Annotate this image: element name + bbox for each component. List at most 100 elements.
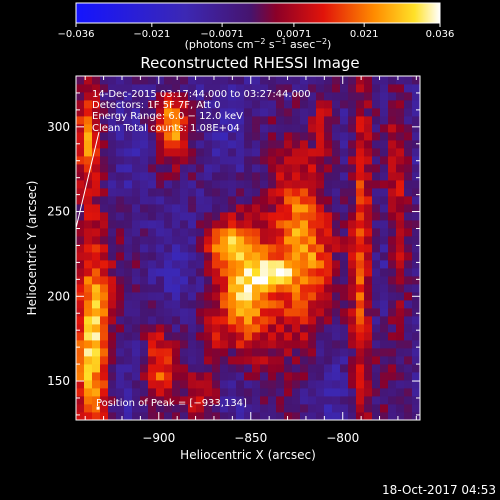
heatmap-cell [284,180,293,189]
heatmap-cell [76,148,85,157]
heatmap-cell [196,124,205,133]
heatmap-cell [252,140,261,149]
heatmap-cell [348,236,357,245]
heatmap-cell [340,364,349,373]
heatmap-cell [276,76,285,85]
heatmap-cell [228,252,237,261]
heatmap-cell [244,348,253,357]
heatmap-cell [164,228,173,237]
heatmap-cell [188,380,197,389]
heatmap-cell [412,324,420,333]
heatmap-cell [372,260,381,269]
heatmap-cell [340,332,349,341]
heatmap-cell [92,180,101,189]
heatmap-cell [372,356,381,365]
x-tick-label: −850 [234,431,267,445]
heatmap-cell [180,228,189,237]
heatmap-cell [276,100,285,109]
heatmap-cell [164,124,173,133]
heatmap-cell [236,148,245,157]
heatmap-cell [284,188,293,197]
heatmap-cell [236,180,245,189]
heatmap-cell [124,172,133,181]
heatmap-cell [300,196,309,205]
heatmap-cell [308,140,317,149]
heatmap-cell [92,124,101,133]
y-tick-label: 300 [47,120,70,134]
heatmap-cell [140,388,149,397]
heatmap-cell [140,316,149,325]
heatmap-cell [156,196,165,205]
heatmap-cell [164,268,173,277]
heatmap-cell [100,412,109,420]
heatmap-cell [164,260,173,269]
heatmap-cell [204,212,213,221]
heatmap-cell [308,316,317,325]
heatmap-cell [388,220,397,229]
heatmap-cell [220,108,229,117]
heatmap-cell [220,140,229,149]
heatmap-cell [348,404,357,413]
heatmap-cell [84,388,93,397]
heatmap-cell [388,292,397,301]
heatmap-cell [148,284,157,293]
heatmap-cell [268,172,277,181]
heatmap-cell [340,220,349,229]
heatmap-cell [396,348,405,357]
heatmap-cell [308,396,317,405]
heatmap-cell [204,76,213,85]
heatmap-cell [316,108,325,117]
heatmap-cell [156,372,165,381]
heatmap-cell [300,204,309,213]
heatmap-cell [100,92,109,101]
heatmap-cell [284,164,293,173]
heatmap-cell [76,124,85,133]
heatmap-cell [148,76,157,85]
heatmap-cell [308,92,317,101]
heatmap-cell [76,228,85,237]
annotation-block: 14-Dec-2015 03:17:44.000 to 03:27:44.000… [92,89,311,134]
heatmap-cell [412,180,420,189]
heatmap-cell [188,124,197,133]
heatmap-cell [84,132,93,141]
heatmap-cell [116,116,125,125]
heatmap-cell [76,316,85,325]
heatmap-cell [380,100,389,109]
heatmap-cell [116,108,125,117]
heatmap-cell [100,348,109,357]
heatmap-cell [228,356,237,365]
heatmap-cell [156,316,165,325]
y-tick-label: 200 [47,289,70,303]
heatmap-cell [396,340,405,349]
heatmap-cell [132,132,141,141]
heatmap-cell [300,316,309,325]
heatmap-cell [172,172,181,181]
heatmap-cell [140,332,149,341]
heatmap-cell [116,164,125,173]
heatmap-cell [380,228,389,237]
heatmap-cell [116,308,125,317]
heatmap-cell [196,100,205,109]
heatmap-cell [380,244,389,253]
heatmap-cell [412,396,420,405]
heatmap-cell [124,340,133,349]
heatmap-cell [404,308,413,317]
heatmap-cell [172,116,181,125]
heatmap-cell [292,212,301,221]
heatmap-cell [356,100,365,109]
x-tick-label: −800 [326,431,359,445]
heatmap-cell [172,76,181,85]
heatmap-cell [164,388,173,397]
heatmap-cell [276,388,285,397]
heatmap-cell [276,324,285,333]
heatmap-cell [404,372,413,381]
heatmap-cell [244,292,253,301]
heatmap-cell [300,236,309,245]
heatmap-cell [132,188,141,197]
heatmap-cell [148,340,157,349]
heatmap-cell [140,196,149,205]
heatmap-cell [108,212,117,221]
heatmap-cell [204,244,213,253]
heatmap-cell [388,308,397,317]
heatmap-cell [132,148,141,157]
